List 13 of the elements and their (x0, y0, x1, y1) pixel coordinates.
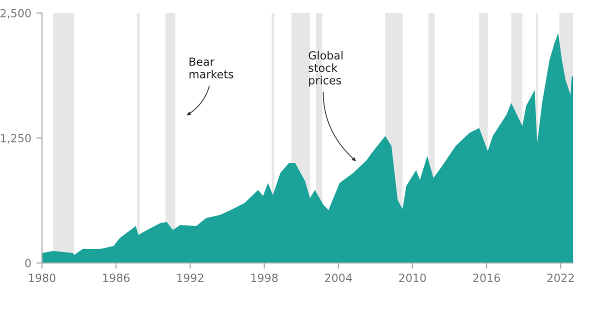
y-tick-label: 0 (25, 258, 31, 268)
x-tick-label: 1998 (251, 274, 278, 282)
x-tick-label: 2016 (473, 274, 500, 282)
x-tick-label: 1986 (103, 274, 130, 282)
annotation: Global stock prices (308, 50, 343, 87)
x-tick-label: 2010 (399, 274, 426, 282)
y-tick-label: 1,250 (0, 134, 31, 144)
x-tick-label: 1992 (177, 274, 204, 282)
x-tick-label: 2022 (547, 274, 574, 282)
y-tick-label: 2,500 (0, 8, 31, 19)
x-tick-label: 2004 (325, 274, 352, 282)
annotation: Bear markets (190, 58, 234, 78)
x-tick-label: 1980 (29, 274, 56, 282)
